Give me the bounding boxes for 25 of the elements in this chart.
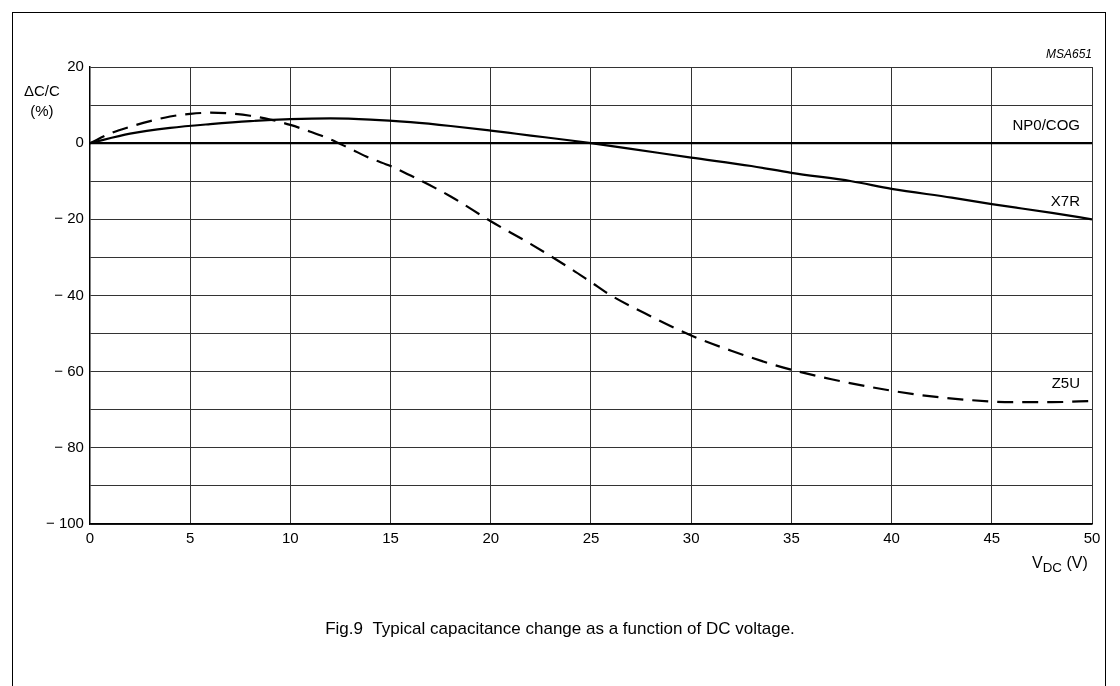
y-tick-label: 0 — [75, 133, 84, 151]
y-tick-label: − 80 — [54, 437, 84, 455]
y-axis-title: ΔC/C (%) — [23, 81, 61, 121]
y-tick-label: − 40 — [54, 285, 84, 303]
y-tick-label: 20 — [67, 57, 84, 75]
x-axis-title: V$_{DC}$ (V) — [1032, 554, 1088, 576]
x-tick-label: 5 — [185, 529, 195, 547]
text: MSA651 — [1045, 47, 1092, 61]
x-tick-label: 20 — [482, 529, 500, 547]
series-label: X7R — [1050, 191, 1081, 209]
y-tick-label: − 60 — [54, 361, 84, 379]
y-tick-label: − 20 — [54, 209, 84, 227]
x-tick-label: 30 — [682, 529, 700, 547]
series-label: NP0/COG — [1012, 115, 1080, 133]
x-tick-label: 35 — [783, 529, 800, 547]
x-tick-label: 45 — [983, 529, 1001, 547]
x-tick-label: 10 — [282, 529, 299, 547]
series-label: Z5U — [1051, 373, 1080, 391]
x-tick-label: 50 — [1083, 529, 1101, 547]
x-tick-label: 40 — [883, 529, 900, 547]
x-tick-label: 0 — [85, 529, 95, 547]
y-tick-label: − 100 — [45, 514, 84, 532]
caption: Fig.9 Typical capacitance change as a function of DC voltage. — [324, 619, 796, 639]
x-tick-label: 15 — [382, 529, 399, 547]
x-tick-label: 25 — [582, 529, 600, 547]
